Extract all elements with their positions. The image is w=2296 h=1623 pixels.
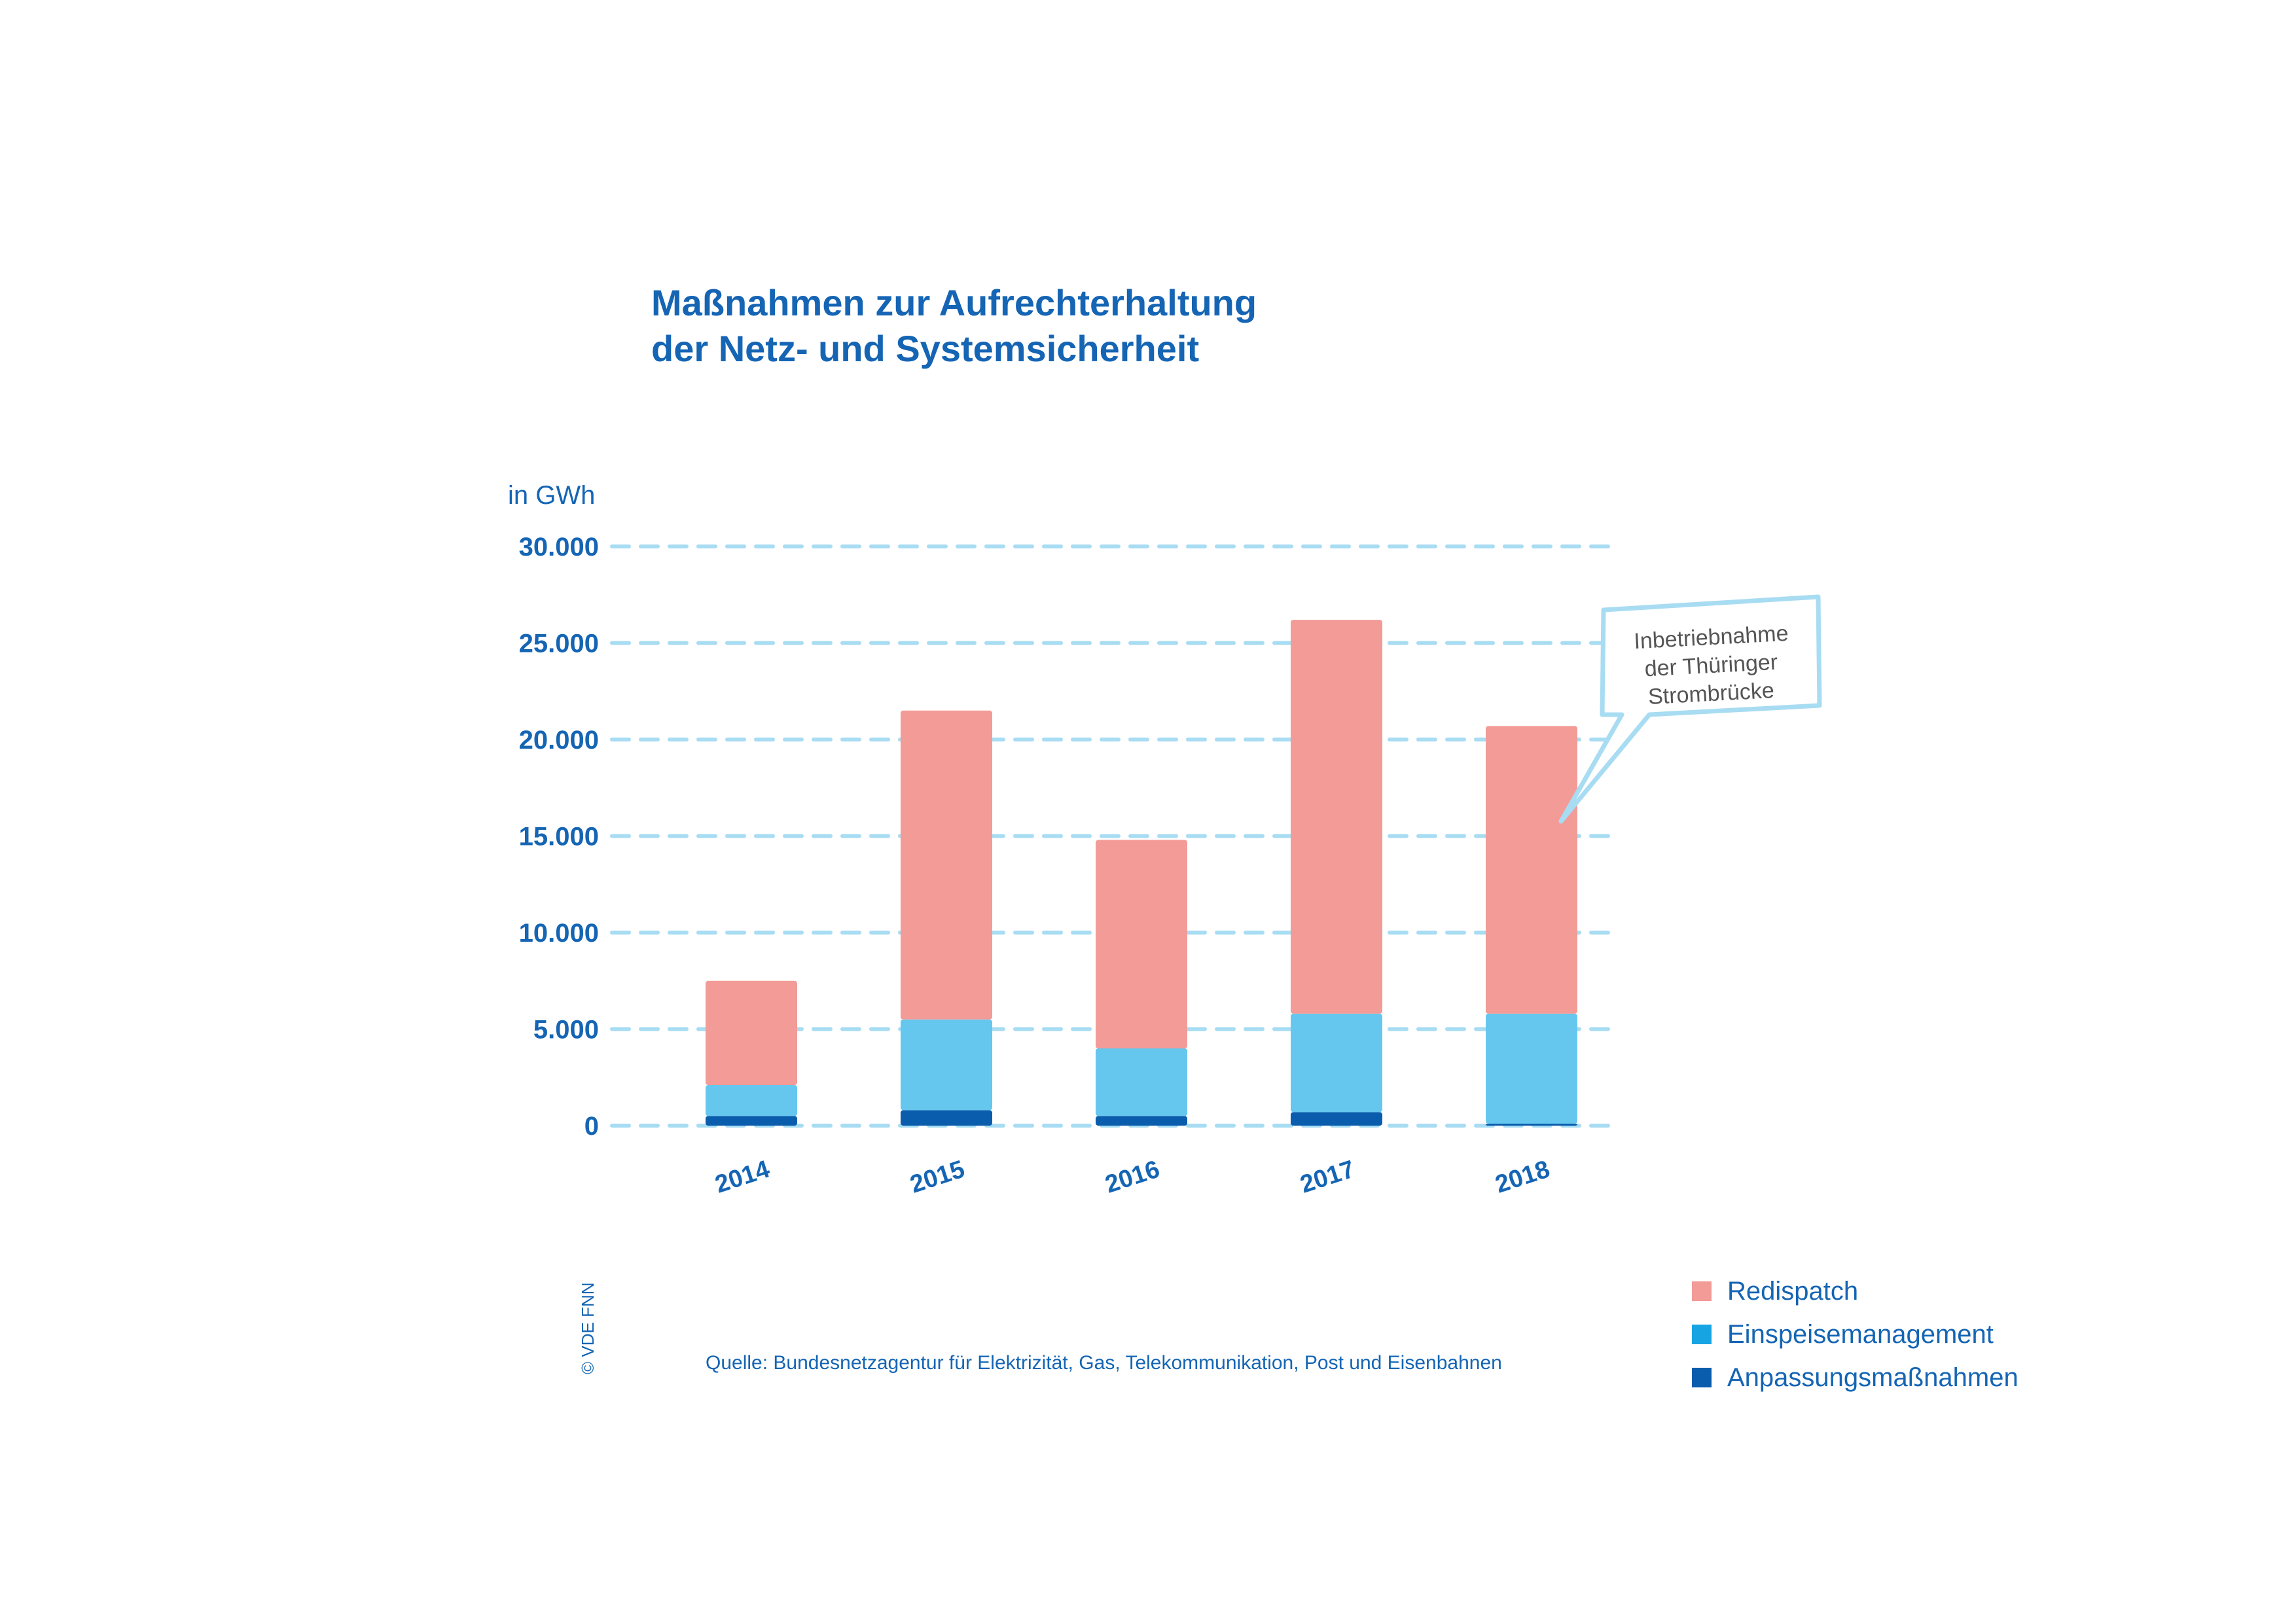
bar-segment-anpassungsmassnahmen: [1486, 1124, 1577, 1126]
bar-segment-anpassungsmassnahmen: [901, 1110, 992, 1126]
legend-label-einspeisemanagement: Einspeisemanagement: [1727, 1319, 1994, 1349]
y-tick-label: 30.000: [519, 533, 599, 562]
y-tick-label: 10.000: [519, 919, 599, 948]
legend-item-einspeisemanagement: Einspeisemanagement: [1692, 1313, 2018, 1356]
legend-label-redispatch: Redispatch: [1727, 1276, 1859, 1306]
legend-label-anpassungsmassnahmen: Anpassungsmaßnahmen: [1727, 1363, 2018, 1392]
bar-segment-redispatch: [706, 980, 797, 1086]
callout-bubble: [1558, 594, 1822, 824]
legend-item-anpassungsmassnahmen: Anpassungsmaßnahmen: [1692, 1356, 2018, 1399]
bar-segment-einspeisemanagement: [1096, 1048, 1187, 1116]
legend-swatch-anpassungsmassnahmen: [1692, 1368, 1712, 1387]
y-tick-label: 15.000: [519, 823, 599, 851]
bar-segment-redispatch: [1486, 726, 1577, 1014]
x-tick-labels: 2014 2015 2016 2017 2018: [712, 1156, 1553, 1199]
x-tick-label: 2017: [1297, 1156, 1358, 1199]
y-tick-label: 20.000: [519, 726, 599, 755]
bar-segment-redispatch: [901, 710, 992, 1020]
bar-segment-redispatch: [1096, 840, 1187, 1048]
bar-segment-einspeisemanagement: [1291, 1013, 1382, 1113]
chart-title-line-1: Maßnahmen zur Aufrechterhaltung: [651, 282, 1257, 323]
x-tick-label: 2014: [712, 1156, 773, 1199]
legend: Redispatch Einspeisemanagement Anpassung…: [1692, 1270, 2018, 1399]
x-tick-label: 2018: [1492, 1156, 1553, 1199]
x-tick-label: 2015: [907, 1156, 968, 1199]
y-tick-label: 0: [584, 1112, 599, 1141]
y-tick-label: 5.000: [533, 1016, 599, 1044]
bar-segment-anpassungsmassnahmen: [1291, 1112, 1382, 1126]
bars: [706, 620, 1577, 1126]
x-tick-label: 2016: [1102, 1156, 1163, 1199]
bar-segment-anpassungsmassnahmen: [1096, 1116, 1187, 1126]
chart-title: Maßnahmen zur Aufrechterhaltung der Netz…: [651, 280, 1257, 372]
copyright-note: © VDE FNN: [578, 1282, 598, 1375]
source-note: Quelle: Bundesnetzagentur für Elektrizit…: [706, 1352, 1502, 1374]
y-tick-label: 25.000: [519, 630, 599, 658]
y-tick-labels: 0 5.000 10.000 15.000 20.000 25.000 30.000: [519, 533, 599, 1141]
bar-segment-einspeisemanagement: [706, 1085, 797, 1116]
chart-title-line-2: der Netz- und Systemsicherheit: [651, 328, 1200, 369]
bar-segment-einspeisemanagement: [901, 1019, 992, 1111]
bar-segment-anpassungsmassnahmen: [706, 1116, 797, 1126]
bar-segment-redispatch: [1291, 620, 1382, 1014]
legend-item-redispatch: Redispatch: [1692, 1270, 2018, 1313]
legend-swatch-einspeisemanagement: [1692, 1325, 1712, 1344]
y-axis-label: in GWh: [508, 481, 595, 510]
bar-segment-einspeisemanagement: [1486, 1013, 1577, 1124]
legend-swatch-redispatch: [1692, 1281, 1712, 1301]
